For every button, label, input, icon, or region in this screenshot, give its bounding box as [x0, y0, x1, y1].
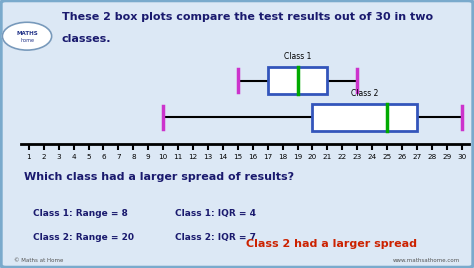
Text: Class 2: Class 2: [351, 89, 378, 98]
Text: classes.: classes.: [62, 34, 111, 43]
Text: MATHS: MATHS: [16, 31, 38, 36]
Text: www.mathsathome.com: www.mathsathome.com: [392, 258, 460, 263]
Text: Class 1: Class 1: [284, 52, 311, 61]
Text: Class 2 had a larger spread: Class 2 had a larger spread: [246, 239, 418, 249]
Text: Class 1: Range = 8: Class 1: Range = 8: [33, 209, 128, 218]
Bar: [312, 104, 417, 131]
Text: Which class had a larger spread of results?: Which class had a larger spread of resul…: [24, 172, 294, 181]
Text: Class 2: Range = 20: Class 2: Range = 20: [33, 233, 134, 242]
Text: © Maths at Home: © Maths at Home: [14, 258, 64, 263]
Circle shape: [2, 22, 52, 50]
Text: Class 1: IQR = 4: Class 1: IQR = 4: [175, 209, 256, 218]
Text: These 2 box plots compare the test results out of 30 in two: These 2 box plots compare the test resul…: [62, 12, 433, 22]
Text: home: home: [20, 38, 34, 43]
Bar: [268, 68, 328, 94]
Text: Class 2: IQR = 7: Class 2: IQR = 7: [175, 233, 256, 242]
